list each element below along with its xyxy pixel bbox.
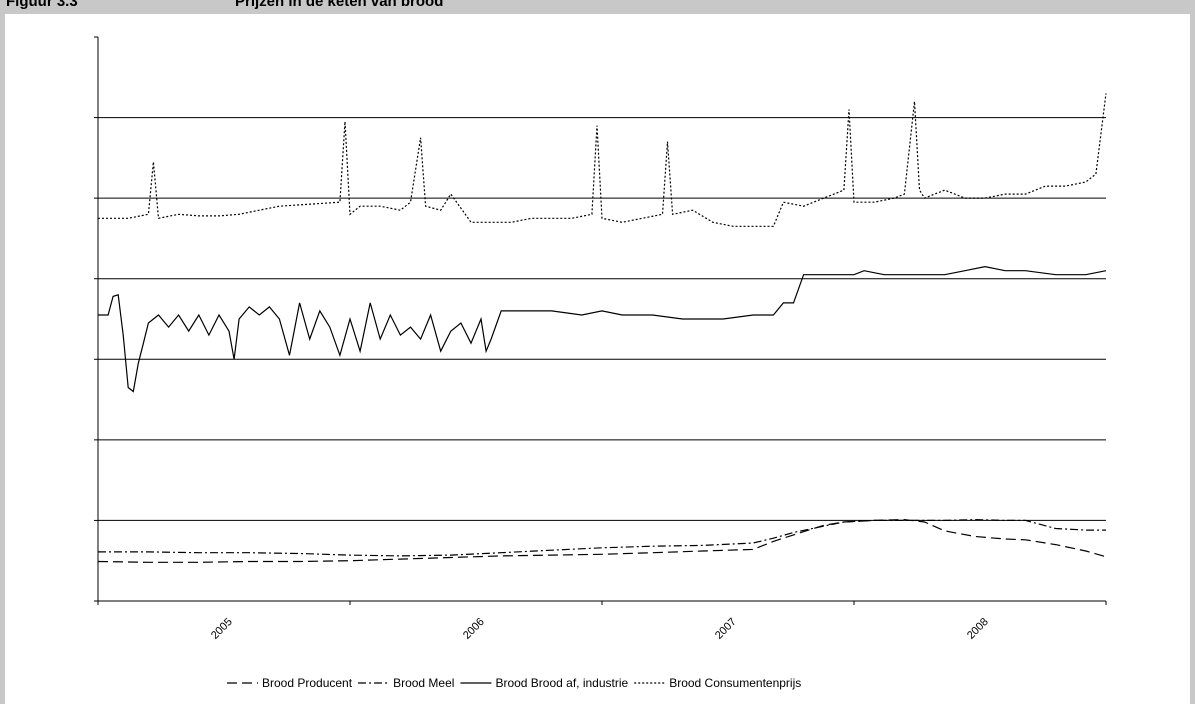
x-tick-label: 2007 (713, 616, 739, 642)
series-line-3 (98, 93, 1107, 227)
series-line-2 (98, 265, 1107, 393)
frame-right-border (1190, 14, 1195, 704)
series-line-0 (97, 518, 1107, 563)
legend-item-0: Brood Producent (227, 676, 353, 690)
series-lines (97, 93, 1107, 563)
figure-label: Figuur 3.3 (6, 0, 78, 10)
legend-label: Brood Meel (393, 676, 454, 690)
grid-lines (98, 117, 1106, 521)
legend-item-3: Brood Consumentenprijs (634, 676, 801, 690)
x-tick-labels: 2005 2006 2007 2008 (209, 616, 991, 642)
x-tick-label: 2006 (461, 616, 487, 642)
legend-label: Brood Consumentenprijs (669, 676, 801, 690)
series-line-1 (98, 518, 1106, 557)
legend-item-2: Brood Brood af, industrie (460, 676, 629, 690)
axes (94, 36, 1107, 605)
frame-left-border (0, 14, 5, 704)
x-tick-label: 2008 (965, 616, 991, 642)
x-tick-label: 2005 (209, 616, 235, 642)
legend-label: Brood Producent (262, 676, 353, 690)
figure-title: Prijzen in de keten van brood (235, 0, 444, 10)
legend-label: Brood Brood af, industrie (495, 676, 628, 690)
figure-header-bar: Figuur 3.3 Prijzen in de keten van brood (0, 0, 1195, 14)
legend-item-1: Brood Meel (358, 676, 454, 690)
legend: Brood Producent Brood Meel Brood Brood af,… (227, 676, 801, 690)
